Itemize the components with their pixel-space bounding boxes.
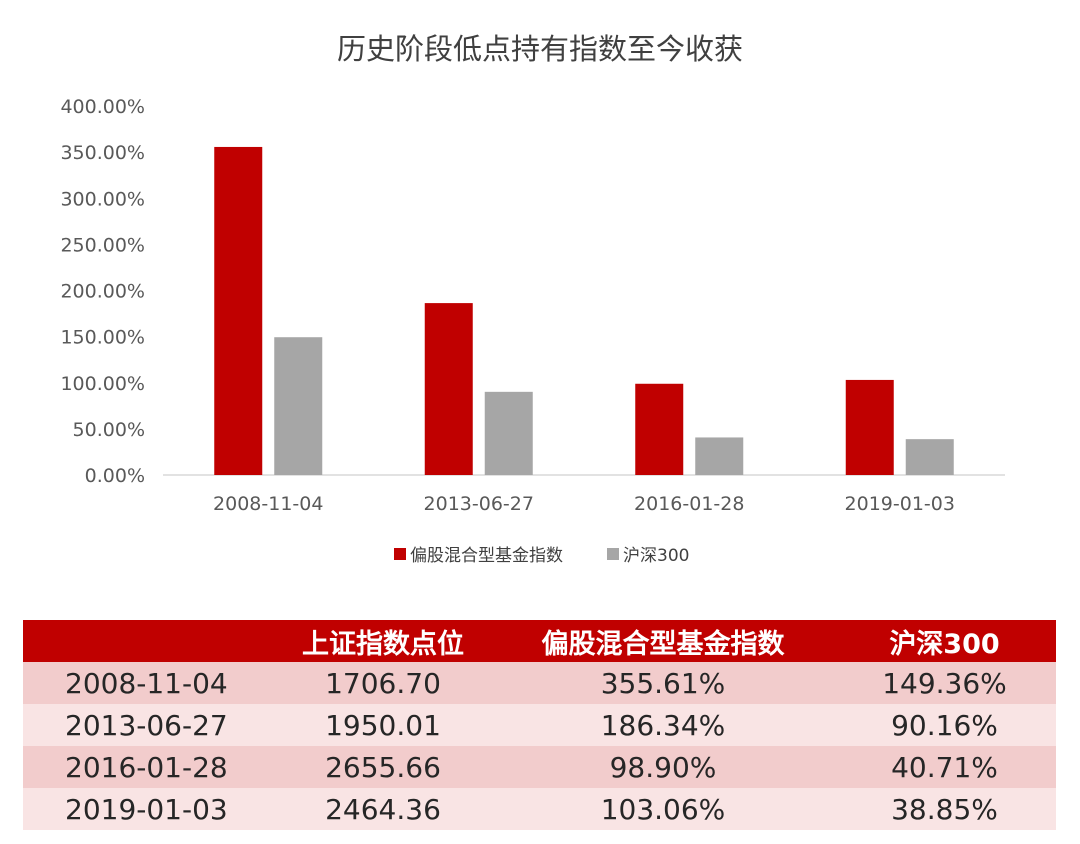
hs300-bar: [695, 437, 744, 475]
table-row: 2013-06-27 1950.01 186.34% 90.16%: [23, 704, 1056, 746]
fund-index-bar: [424, 303, 473, 475]
table-cell-date: 2013-06-27: [23, 704, 273, 746]
y-tick-label: 0.00%: [85, 465, 145, 487]
x-tick-label: 2016-01-28: [634, 493, 744, 515]
y-tick-label: 400.00%: [60, 96, 145, 118]
fund-index-bar: [214, 146, 263, 475]
table-cell: 103.06%: [493, 788, 833, 830]
table-cell-date: 2016-01-28: [23, 746, 273, 788]
x-tick-label: 2013-06-27: [424, 493, 534, 515]
y-tick-label: 350.00%: [60, 142, 145, 164]
legend-swatch: [607, 548, 619, 560]
table-header-cell: [23, 620, 273, 662]
bar-chart: 0.00% 50.00% 100.00% 150.00% 200.00% 250.00% 3…: [60, 96, 1005, 566]
table-cell-date: 2019-01-03: [23, 788, 273, 830]
x-tick-label: 2019-01-03: [845, 493, 955, 515]
table-header-cell: 偏股混合型基金指数: [493, 620, 833, 662]
table-row: 2019-01-03 2464.36 103.06% 38.85%: [23, 788, 1056, 830]
table-header-row: 上证指数点位 偏股混合型基金指数 沪深300: [23, 620, 1056, 662]
table-row: 2008-11-04 1706.70 355.61% 149.36%: [23, 662, 1056, 704]
y-tick-label: 300.00%: [60, 188, 145, 210]
chart-title: 历史阶段低点持有指数至今收获: [336, 32, 743, 66]
fund-index-bar: [635, 383, 684, 475]
table-cell: 2464.36: [273, 788, 493, 830]
table-header-cell: 上证指数点位: [273, 620, 493, 662]
hs300-bar: [274, 337, 323, 475]
y-tick-label: 100.00%: [60, 373, 145, 395]
table-cell: 90.16%: [833, 704, 1056, 746]
table-cell: 1950.01: [273, 704, 493, 746]
table-cell: 149.36%: [833, 662, 1056, 704]
table-cell: 2655.66: [273, 746, 493, 788]
table-cell: 98.90%: [493, 746, 833, 788]
y-tick-label: 150.00%: [60, 327, 145, 349]
table-cell: 186.34%: [493, 704, 833, 746]
table-cell: 1706.70: [273, 662, 493, 704]
table-cell-date: 2008-11-04: [23, 662, 273, 704]
legend-swatch: [394, 548, 406, 560]
y-tick-label: 200.00%: [60, 281, 145, 303]
x-tick-label: 2008-11-04: [213, 493, 323, 515]
legend-label: 沪深300: [623, 546, 689, 566]
table-cell: 40.71%: [833, 746, 1056, 788]
y-tick-label: 250.00%: [60, 234, 145, 256]
table-header-cell: 沪深300: [833, 620, 1056, 662]
legend-label: 偏股混合型基金指数: [410, 546, 563, 566]
y-tick-label: 50.00%: [73, 419, 145, 441]
table-row: 2016-01-28 2655.66 98.90% 40.71%: [23, 746, 1056, 788]
data-table: 上证指数点位 偏股混合型基金指数 沪深300 2008-11-04 1706.7…: [23, 620, 1056, 830]
fund-index-bar: [845, 379, 894, 475]
table-cell: 38.85%: [833, 788, 1056, 830]
hs300-bar: [484, 391, 533, 475]
table-cell: 355.61%: [493, 662, 833, 704]
hs300-bar: [905, 439, 954, 475]
